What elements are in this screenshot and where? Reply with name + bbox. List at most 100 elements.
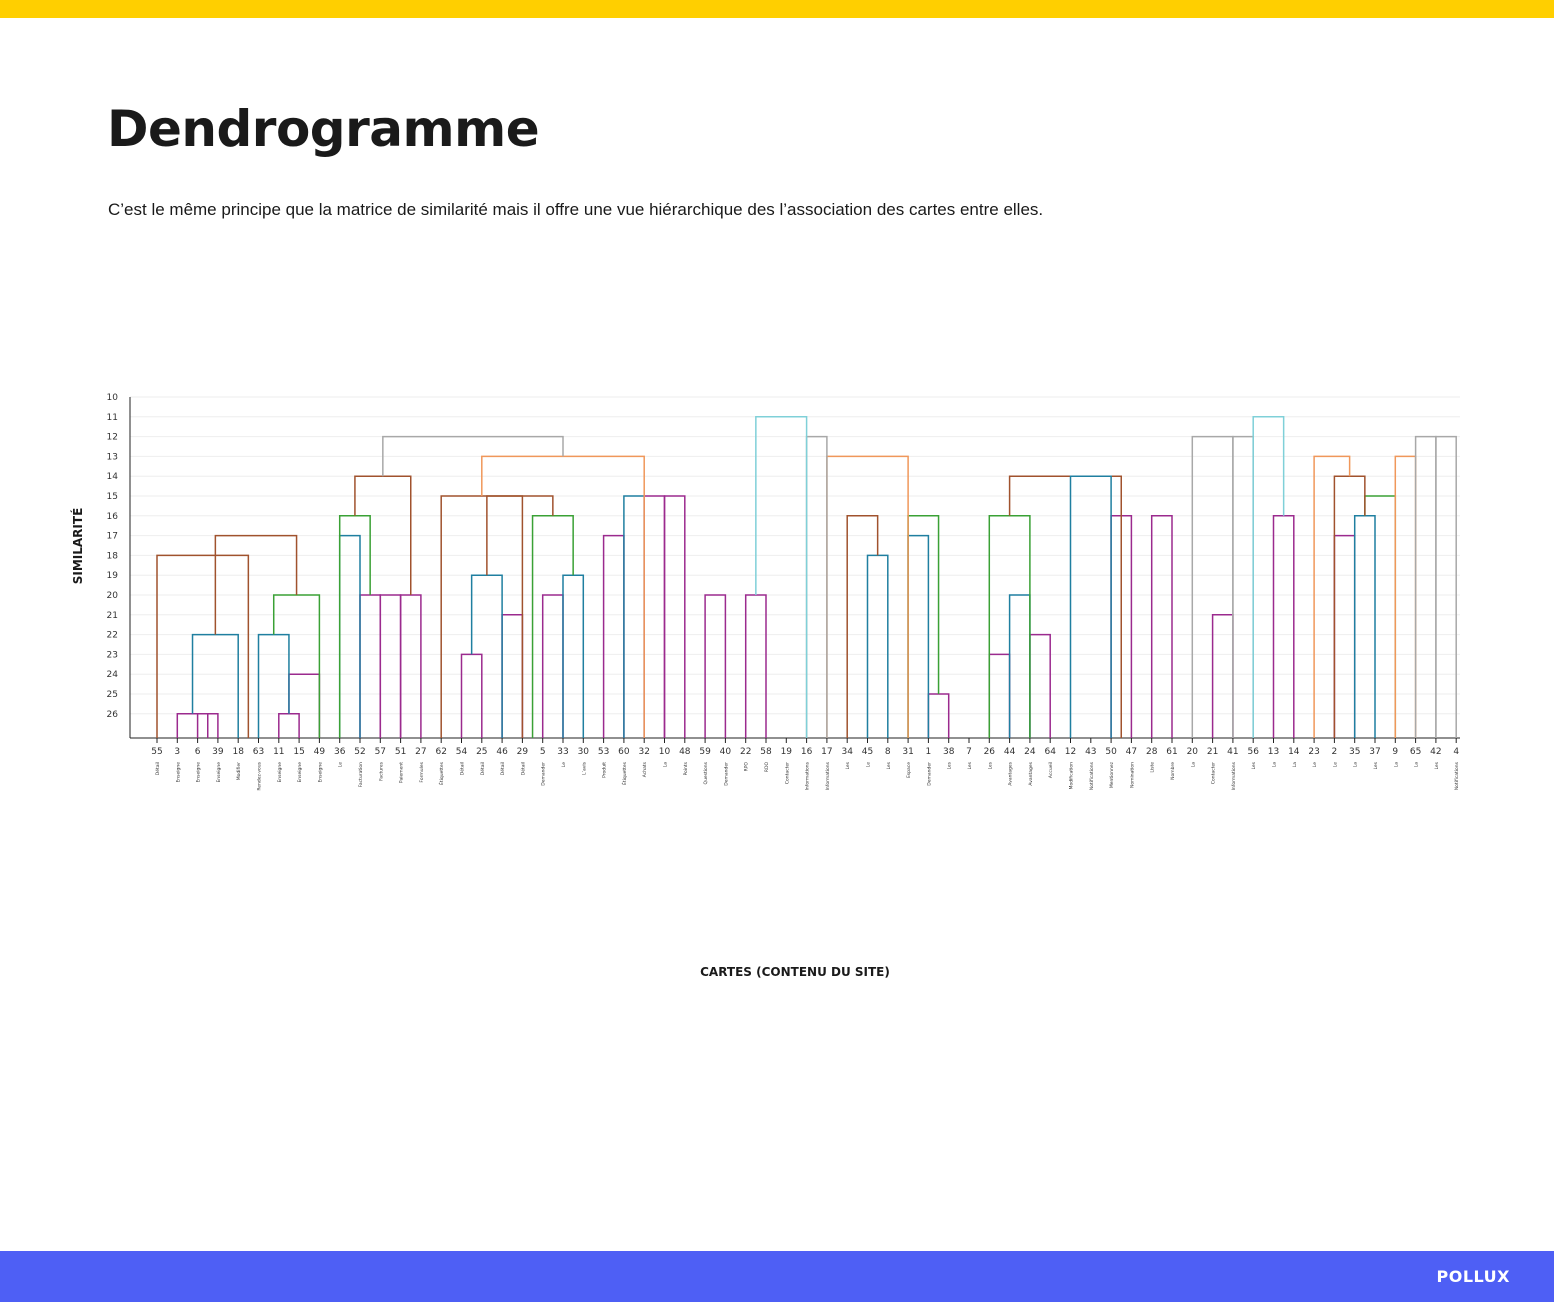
leaf-id-label: 3 xyxy=(174,747,180,757)
leaf-label: Modification xyxy=(1069,762,1075,790)
leaf-label: Nombre xyxy=(1170,762,1176,780)
dendrogram-link xyxy=(866,554,889,738)
leaf-label: Facturation xyxy=(358,762,364,787)
dendrogram-link xyxy=(486,495,554,576)
leaf-id-label: 38 xyxy=(943,747,955,757)
leaf-id-label: 4 xyxy=(1453,747,1459,757)
y-tick-label: 11 xyxy=(107,413,118,423)
dendrogram-link xyxy=(338,515,371,738)
leaf-id-label: 55 xyxy=(151,747,162,757)
leaf-id-label: 52 xyxy=(354,747,365,757)
leaf-id-label: 65 xyxy=(1410,747,1421,757)
dendrogram-link xyxy=(755,416,808,738)
leaf-id-label: 23 xyxy=(1308,747,1319,757)
leaf-id-label: 17 xyxy=(821,747,832,757)
leaf-label: Le xyxy=(561,762,567,767)
dendrogram-link xyxy=(1211,614,1234,738)
leaf-label: RDO xyxy=(764,762,770,773)
leaf-id-label: 28 xyxy=(1146,747,1158,757)
dendrogram-link xyxy=(1333,534,1356,738)
leaf-id-label: 40 xyxy=(720,747,732,757)
dendrogram-link xyxy=(704,594,727,738)
leaf-id-label: 21 xyxy=(1207,747,1218,757)
dendrogram-link xyxy=(501,614,524,738)
leaf-label: Contacter xyxy=(1211,762,1217,784)
leaf-label: Modifier xyxy=(236,762,242,780)
leaf-id-label: 1 xyxy=(926,747,932,757)
dendrogram-link xyxy=(1069,475,1112,738)
leaf-label: Les xyxy=(947,761,953,769)
leaf-id-label: 32 xyxy=(638,747,649,757)
leaf-label: Notifications xyxy=(1454,761,1460,790)
leaf-label: Enseigne xyxy=(196,762,202,783)
leaf-id-label: 11 xyxy=(273,747,284,757)
leaf-id-label: 2 xyxy=(1332,747,1338,757)
leaf-id-label: 34 xyxy=(841,747,853,757)
dendrogram-link xyxy=(214,534,298,635)
y-tick-label: 12 xyxy=(107,433,118,443)
leaf-label: Points xyxy=(683,761,689,775)
leaf-id-label: 49 xyxy=(314,747,326,757)
dendrogram-link xyxy=(1150,515,1173,738)
leaf-id-label: 16 xyxy=(801,747,813,757)
top-accent-bar xyxy=(0,0,1554,18)
leaf-label: Informations xyxy=(825,761,831,790)
dendrogram-link xyxy=(907,534,930,738)
y-tick-label: 20 xyxy=(107,591,119,601)
dendrogram-link xyxy=(531,515,574,738)
leaf-label: La xyxy=(1414,762,1420,768)
leaf-label: Détail xyxy=(154,762,161,775)
y-tick-label: 13 xyxy=(107,452,118,462)
dendrogram-link xyxy=(176,713,209,738)
leaf-label: Détail xyxy=(519,762,526,775)
page-title: Dendrogramme xyxy=(107,100,540,158)
dendrogram-link xyxy=(927,693,950,738)
leaf-label: Demander xyxy=(926,762,932,786)
y-tick-label: 15 xyxy=(107,492,118,502)
leaf-label: Les xyxy=(886,761,892,769)
leaf-id-label: 10 xyxy=(659,747,671,757)
leaf-id-label: 57 xyxy=(375,747,386,757)
leaf-label: L’avis xyxy=(581,761,587,775)
leaf-label: Paiement xyxy=(399,762,405,783)
leaf-id-label: 13 xyxy=(1268,747,1279,757)
leaf-label: Les xyxy=(1373,761,1379,769)
leaf-label: Espace xyxy=(906,762,912,778)
leaf-id-label: 45 xyxy=(862,747,873,757)
dendrogram-link xyxy=(257,633,290,738)
dendrogram-link xyxy=(1272,515,1295,738)
dendrogram-link xyxy=(643,495,666,738)
leaf-label: Détail xyxy=(499,762,506,775)
y-tick-label: 19 xyxy=(107,571,119,581)
leaf-id-label: 29 xyxy=(517,747,529,757)
leaf-id-label: 24 xyxy=(1024,747,1036,757)
dendrogram-link xyxy=(623,495,645,738)
leaf-label: Étiquettes xyxy=(437,761,445,785)
leaf-label: La xyxy=(1393,762,1399,768)
leaf-label: Contacter xyxy=(784,762,790,784)
dendrogram-link xyxy=(805,435,828,738)
dendrogram-link xyxy=(191,633,239,738)
dendrogram-chart: 10 11 12 13 14 15 16 17 18 19 20 21 22 23 24 25 26 55 Déta… xyxy=(0,380,1554,980)
leaf-id-label: 18 xyxy=(232,747,244,757)
leaf-id-label: 12 xyxy=(1065,747,1076,757)
leaf-id-label: 26 xyxy=(984,747,996,757)
dendrogram-link xyxy=(382,435,564,477)
leaf-label: Le xyxy=(866,762,872,767)
leaf-id-label: 6 xyxy=(195,747,201,757)
y-tick-label: 25 xyxy=(107,690,118,700)
leaf-id-label: 53 xyxy=(598,747,609,757)
dendrogram-link xyxy=(1353,515,1376,738)
leaf-label: Avantages xyxy=(1008,761,1014,785)
leaf-label: Enseigne xyxy=(317,762,323,783)
leaf-label: Enseigne xyxy=(297,762,303,783)
dendrogram-link xyxy=(663,495,686,738)
leaf-label: Enseigne xyxy=(175,762,181,783)
dendrogram-link xyxy=(1364,495,1397,738)
leaf-id-label: 48 xyxy=(679,747,691,757)
dendrogram-link xyxy=(541,594,564,738)
leaf-label: Demander xyxy=(541,762,547,786)
leaf-id-label: 56 xyxy=(1247,747,1259,757)
leaf-id-label: 62 xyxy=(435,747,446,757)
dendrogram-link xyxy=(1008,594,1031,738)
